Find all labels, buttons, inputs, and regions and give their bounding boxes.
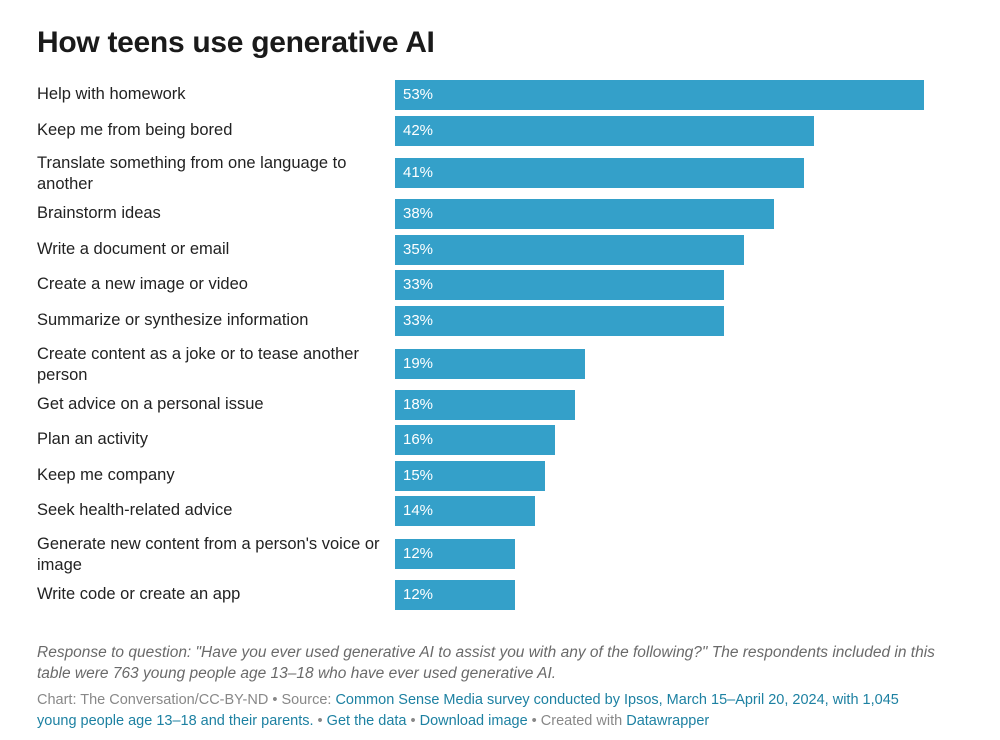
separator: • [527,713,541,729]
bar [395,389,575,420]
bar [395,115,815,146]
bar [395,580,515,610]
category-label: Get advice on a personal issue [37,394,264,413]
bar-value-label: 15% [403,466,434,484]
category-label: Generate new content from a person's voi… [37,535,380,574]
datawrapper-link[interactable]: Datawrapper [626,713,710,729]
bar [395,199,775,230]
bar-value-label: 16% [403,431,434,449]
separator: • [406,713,420,729]
source-link[interactable]: Common Sense Media survey conducted by I… [37,692,899,729]
bar-value-label: 33% [403,276,434,294]
category-label: Keep me from being bored [37,120,233,139]
category-label: Plan an activity [37,430,148,449]
bar [395,80,924,110]
bar-value-label: 12% [403,586,434,603]
separator: • [313,713,327,729]
get-data-link[interactable]: Get the data [326,713,407,729]
bar-value-label: 12% [403,545,434,562]
bar-value-label: 14% [403,502,434,520]
category-label: Brainstorm ideas [37,204,161,223]
bar-value-label: 35% [403,240,434,258]
category-label: Keep me company [37,465,175,484]
category-label: Translate something from one language to… [37,154,347,194]
bar-value-label: 33% [403,312,434,329]
bar-value-label: 19% [403,354,434,372]
bar [395,158,805,189]
chart-note: Response to question: "Have you ever use… [37,644,935,682]
chart-container: How teens use generative AI Help with ho… [37,0,967,740]
bar [395,460,545,491]
separator: • [268,692,282,708]
created-with-prefix: Created with [540,713,627,729]
category-label: Seek health-related advice [37,501,233,520]
bar [395,270,725,301]
source-prefix: Source: [281,692,336,708]
bar [395,425,555,456]
bar-value-label: 38% [403,205,434,223]
credit-text: Chart: The Conversation/CC-BY-ND [37,692,269,708]
bar [395,348,585,379]
chart-footer: Chart: The Conversation/CC-BY-ND • Sourc… [37,690,937,732]
bar [395,234,745,265]
category-label: Write code or create an app [37,585,241,603]
category-label: Write a document or email [37,239,230,258]
bar-chart: Help with homework 53% Keep me from being … [37,78,937,618]
chart-title: How teens use generative AI [37,26,435,59]
bar [395,539,515,569]
download-image-link[interactable]: Download image [419,713,528,729]
category-label: Create content as a joke or to tease ano… [37,344,359,384]
category-label: Help with homework [37,85,186,103]
bar-value-label: 42% [403,121,434,139]
bar [395,496,535,527]
bar [395,306,725,336]
category-label: Create a new image or video [37,275,248,294]
bar-value-label: 41% [403,164,434,182]
category-label: Summarize or synthesize information [37,311,309,329]
bar-value-label: 18% [403,395,434,413]
bar-value-label: 53% [403,86,434,103]
